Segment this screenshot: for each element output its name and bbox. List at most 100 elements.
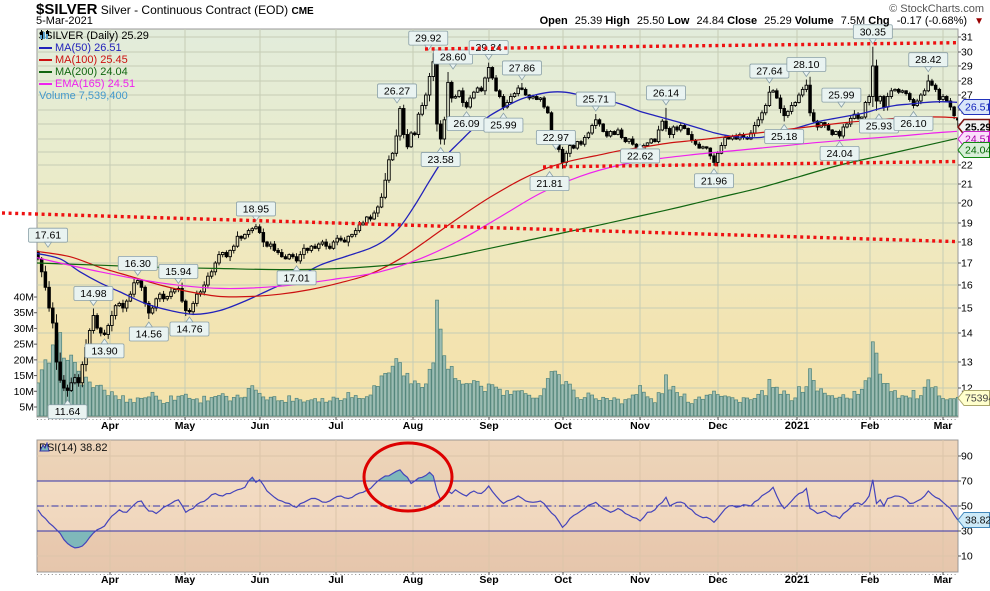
svg-text:75394: 75394 (965, 393, 990, 405)
month-labels: Apr Apr May May Jun Jun Jul Jul Aug Aug Sep Sep Oct O… (37, 417, 958, 586)
svg-text:30M: 30M (14, 323, 34, 335)
svg-text:Sep: Sep (479, 574, 498, 586)
axis-tag: 26.51 (957, 99, 990, 115)
svg-text:Nov: Nov (630, 420, 650, 432)
price-annotations: 17.61 11.64 14.98 13.90 16.30 14.56 15.94 14.76… (28, 24, 949, 420)
svg-text:15.94: 15.94 (165, 266, 191, 278)
svg-text:24.04: 24.04 (826, 148, 852, 160)
svg-text:Sep: Sep (479, 420, 498, 432)
svg-text:15M: 15M (14, 370, 34, 382)
svg-text:20: 20 (961, 198, 973, 210)
svg-text:28.42: 28.42 (915, 54, 941, 66)
trendline (542, 159, 958, 169)
svg-text:10: 10 (961, 551, 973, 563)
svg-text:Jul: Jul (328, 420, 343, 432)
svg-text:26.10: 26.10 (900, 118, 926, 130)
svg-text:Mar: Mar (934, 574, 953, 586)
svg-text:Nov: Nov (630, 574, 650, 586)
svg-text:May: May (175, 420, 196, 432)
svg-text:90: 90 (961, 451, 973, 463)
svg-text:Dec: Dec (708, 574, 727, 586)
volume-bars-layer (37, 299, 958, 417)
svg-text:Jun: Jun (251, 420, 270, 432)
svg-text:29.24: 29.24 (476, 42, 502, 54)
svg-text:38.82: 38.82 (965, 515, 990, 527)
svg-text:35M: 35M (14, 307, 34, 319)
svg-text:40M: 40M (14, 292, 34, 304)
svg-text:12: 12 (961, 383, 973, 395)
svg-text:16: 16 (961, 280, 973, 292)
svg-text:25.93: 25.93 (866, 120, 892, 132)
ma100-line (37, 116, 958, 298)
svg-text:2021: 2021 (785, 574, 809, 586)
svg-text:2021: 2021 (785, 420, 809, 432)
svg-text:Aug: Aug (403, 420, 423, 432)
svg-text:22: 22 (961, 160, 973, 172)
svg-text:22.62: 22.62 (627, 150, 653, 162)
rsi-line (37, 469, 959, 549)
svg-text:25.71: 25.71 (583, 94, 609, 106)
svg-text:13: 13 (961, 357, 973, 369)
svg-text:29: 29 (961, 61, 973, 73)
svg-text:24.04: 24.04 (965, 145, 990, 157)
svg-text:14.98: 14.98 (80, 288, 106, 300)
svg-text:27: 27 (961, 90, 973, 102)
svg-text:30: 30 (961, 526, 973, 538)
svg-text:11.64: 11.64 (55, 406, 81, 418)
svg-text:20M: 20M (14, 354, 34, 366)
svg-text:25.99: 25.99 (490, 120, 516, 132)
svg-text:23.58: 23.58 (428, 154, 454, 166)
svg-text:30.35: 30.35 (860, 26, 886, 38)
svg-text:Oct: Oct (554, 574, 572, 586)
trendline (424, 41, 958, 51)
svg-text:27.86: 27.86 (509, 62, 535, 74)
svg-text:Aug: Aug (403, 574, 423, 586)
trendline (1, 211, 958, 244)
svg-text:10M: 10M (14, 386, 34, 398)
svg-text:14.56: 14.56 (136, 329, 162, 341)
axis-tag: 24.04 (957, 142, 990, 158)
svg-text:25M: 25M (14, 339, 34, 351)
axis-tag: 75394 (957, 390, 990, 406)
svg-text:17.61: 17.61 (35, 230, 61, 242)
svg-text:17: 17 (961, 258, 973, 270)
svg-text:50: 50 (961, 501, 973, 513)
svg-text:26.09: 26.09 (453, 118, 479, 130)
svg-text:25.18: 25.18 (771, 131, 797, 143)
svg-text:Jun: Jun (251, 574, 270, 586)
svg-text:27.64: 27.64 (756, 66, 782, 78)
svg-text:18: 18 (961, 237, 973, 249)
svg-text:28.60: 28.60 (440, 52, 466, 64)
svg-text:May: May (175, 574, 196, 586)
svg-text:Feb: Feb (861, 574, 880, 586)
svg-text:14: 14 (961, 328, 973, 340)
axis-tag: 38.82 (957, 512, 990, 528)
svg-text:26.51: 26.51 (965, 102, 990, 114)
ma200-line (37, 137, 958, 271)
ma50-line (37, 91, 958, 315)
svg-text:Jul: Jul (328, 574, 343, 586)
svg-text:5M: 5M (19, 401, 34, 413)
svg-text:25.29: 25.29 (965, 122, 990, 134)
svg-text:21.96: 21.96 (701, 175, 727, 187)
svg-text:25.99: 25.99 (828, 90, 854, 102)
svg-text:26.14: 26.14 (653, 87, 679, 99)
svg-text:70: 70 (961, 476, 973, 488)
svg-text:15: 15 (961, 303, 973, 315)
svg-text:18.95: 18.95 (243, 203, 269, 215)
svg-text:30: 30 (961, 47, 973, 59)
svg-text:Apr: Apr (101, 574, 119, 586)
svg-text:16.30: 16.30 (125, 258, 151, 270)
svg-text:28.10: 28.10 (793, 59, 819, 71)
svg-text:14.76: 14.76 (176, 324, 202, 336)
svg-text:28: 28 (961, 76, 973, 88)
svg-text:29.92: 29.92 (415, 33, 441, 45)
svg-text:31: 31 (961, 32, 973, 44)
svg-text:19: 19 (961, 218, 973, 230)
overbought-circle-annotation (362, 441, 454, 513)
svg-text:26.27: 26.27 (384, 85, 410, 97)
svg-text:Apr: Apr (101, 420, 119, 432)
svg-text:21.81: 21.81 (536, 178, 562, 190)
candles-layer (37, 46, 958, 397)
